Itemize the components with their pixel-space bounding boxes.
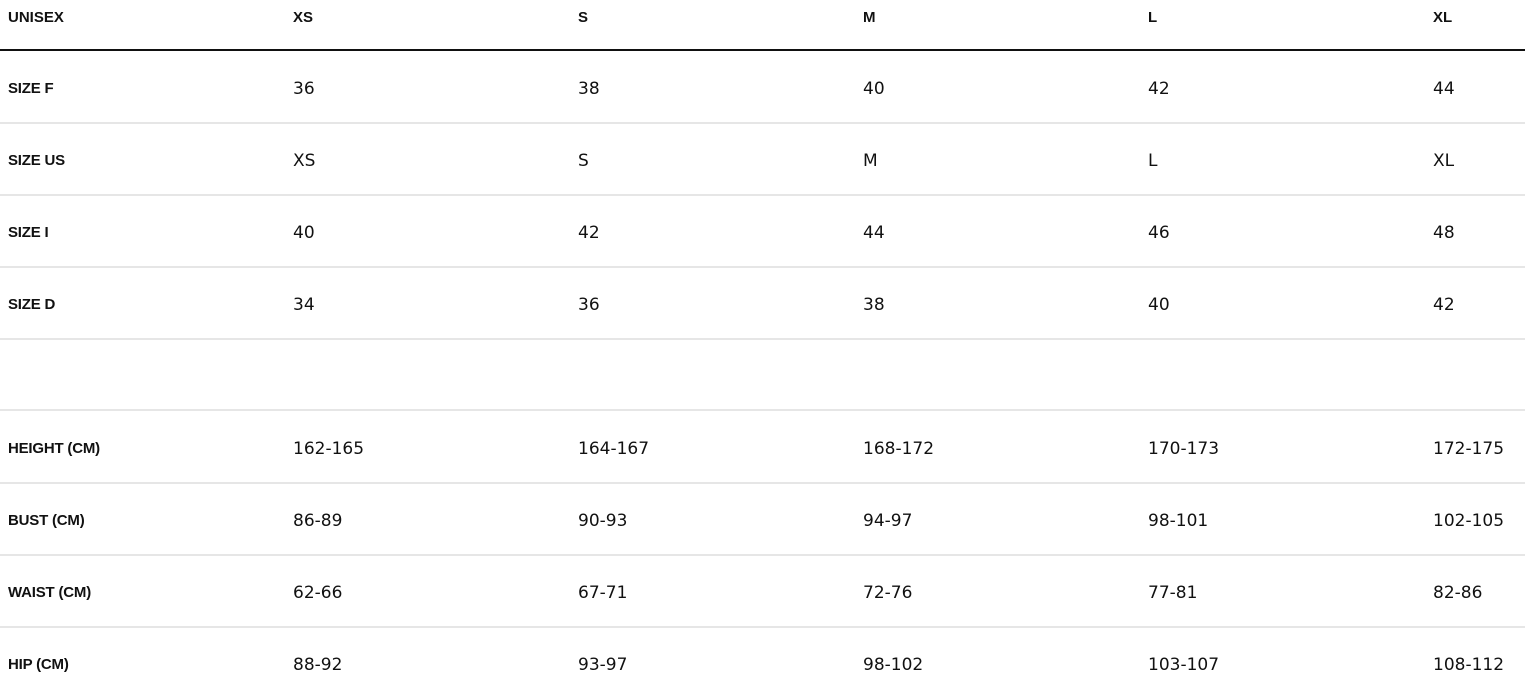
cell-value: 36: [578, 295, 600, 315]
cell-value: M: [863, 151, 878, 171]
cell-value: 36: [293, 79, 315, 99]
cell-value: 90-93: [578, 511, 628, 531]
row-label: HEIGHT (CM): [8, 440, 100, 457]
cell-value: XL: [1433, 151, 1455, 171]
row-label: SIZE US: [8, 152, 65, 169]
row-divider: [0, 266, 1525, 268]
cell-value: 108-112: [1433, 655, 1505, 675]
cell-value: 48: [1433, 223, 1455, 243]
row-label: SIZE F: [8, 80, 54, 97]
cell-value: 162-165: [293, 439, 365, 459]
column-header: S: [578, 9, 589, 26]
cell-value: 102-105: [1433, 511, 1505, 531]
cell-value: 42: [578, 223, 600, 243]
column-header: UNISEX: [8, 9, 64, 26]
cell-value: XS: [293, 151, 316, 171]
cell-value: 168-172: [863, 439, 935, 459]
row-label: WAIST (CM): [8, 584, 91, 601]
cell-value: 34: [293, 295, 315, 315]
row-label: BUST (CM): [8, 512, 85, 529]
cell-value: 93-97: [578, 655, 628, 675]
cell-value: 72-76: [863, 583, 913, 603]
column-header: XS: [293, 9, 314, 26]
cell-value: 40: [293, 223, 315, 243]
cell-value: 42: [1148, 79, 1170, 99]
row-divider: [0, 122, 1525, 124]
cell-value: 40: [1148, 295, 1170, 315]
cell-value: 44: [1433, 79, 1455, 99]
column-header: M: [863, 9, 876, 26]
cell-value: L: [1148, 151, 1158, 171]
cell-value: 40: [863, 79, 885, 99]
header-rule: [0, 49, 1525, 51]
cell-value: 98-102: [863, 655, 924, 675]
cell-value: 82-86: [1433, 583, 1483, 603]
row-divider: [0, 482, 1525, 484]
cell-value: 67-71: [578, 583, 628, 603]
cell-value: S: [578, 151, 589, 171]
row-divider: [0, 554, 1525, 556]
row-label: SIZE I: [8, 224, 49, 241]
row-label: SIZE D: [8, 296, 56, 313]
cell-value: 38: [578, 79, 600, 99]
cell-value: 46: [1148, 223, 1170, 243]
cell-value: 62-66: [293, 583, 343, 603]
cell-value: 44: [863, 223, 885, 243]
cell-value: 164-167: [578, 439, 650, 459]
cell-value: 94-97: [863, 511, 913, 531]
column-header: XL: [1433, 9, 1453, 26]
row-divider: [0, 409, 1525, 411]
cell-value: 103-107: [1148, 655, 1220, 675]
cell-value: 98-101: [1148, 511, 1209, 531]
cell-value: 88-92: [293, 655, 343, 675]
row-label: HIP (CM): [8, 656, 69, 673]
cell-value: 170-173: [1148, 439, 1220, 459]
row-divider: [0, 194, 1525, 196]
column-header: L: [1148, 9, 1158, 26]
cell-value: 172-175: [1433, 439, 1505, 459]
cell-value: 42: [1433, 295, 1455, 315]
row-divider: [0, 338, 1525, 340]
cell-value: 38: [863, 295, 885, 315]
row-divider: [0, 626, 1525, 628]
cell-value: 86-89: [293, 511, 343, 531]
cell-value: 77-81: [1148, 583, 1198, 603]
